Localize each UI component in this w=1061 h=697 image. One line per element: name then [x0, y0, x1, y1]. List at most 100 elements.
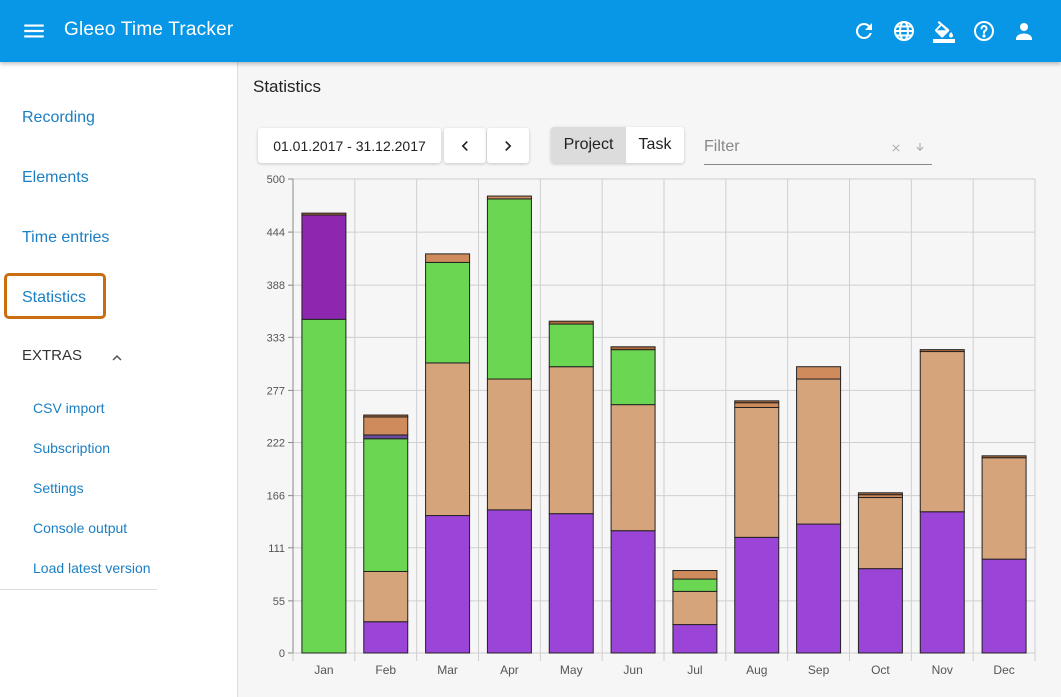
bar-segment-dec-0[interactable] — [981, 558, 1027, 654]
sidebar-item-console-output[interactable]: Console output — [33, 520, 128, 536]
bar-segment-apr-3[interactable] — [486, 195, 532, 200]
app-title: Gleeo Time Tracker — [64, 19, 234, 40]
bar-segment-sep-0[interactable] — [796, 523, 842, 654]
bar-segment-sep-1[interactable] — [796, 378, 842, 525]
sidebar-item-csv-import[interactable]: CSV import — [33, 400, 105, 416]
y-tick-label: 277 — [267, 385, 285, 397]
sidebar-item-time-entries[interactable]: Time entries — [22, 229, 110, 246]
chevron-up-icon[interactable] — [108, 349, 126, 367]
bar-segment-jul-2[interactable] — [672, 578, 718, 592]
bar-segment-jan-0[interactable] — [301, 318, 347, 654]
bar-segment-jan-2[interactable] — [301, 212, 347, 216]
sidebar-item-load-latest-version[interactable]: Load latest version — [33, 560, 151, 576]
chevron-left-icon — [461, 140, 468, 151]
bar-segment-feb-1[interactable] — [363, 570, 409, 623]
y-tick-label: 166 — [267, 491, 285, 503]
y-tick-label: 55 — [273, 596, 285, 608]
bar-segment-jun-2[interactable] — [610, 349, 656, 406]
bar-segment-may-1[interactable] — [548, 366, 594, 515]
bar-segment-aug-0[interactable] — [734, 536, 780, 654]
sidebar-item-recording[interactable]: Recording — [22, 109, 95, 126]
filter-field — [704, 132, 932, 165]
bar-segment-feb-3[interactable] — [363, 434, 409, 440]
bar-segment-may-3[interactable] — [548, 320, 594, 325]
main-content: Statistics 01.01.2017 - 31.12.2017 Proje… — [238, 62, 1061, 697]
paint-bucket-icon[interactable] — [932, 19, 956, 43]
x-tick-label: Oct — [871, 663, 890, 677]
y-tick-label: 333 — [267, 332, 285, 344]
bar-segment-oct-1[interactable] — [857, 497, 903, 570]
bar-segment-apr-0[interactable] — [486, 509, 532, 654]
account-icon[interactable] — [1012, 19, 1036, 43]
y-tick-label: 388 — [267, 280, 285, 292]
x-tick-label: Nov — [932, 663, 953, 677]
x-tick-label: Aug — [746, 663, 767, 677]
bar-segment-jun-1[interactable] — [610, 404, 656, 532]
next-period-button[interactable] — [487, 128, 529, 163]
bar-segment-apr-2[interactable] — [486, 198, 532, 380]
y-tick-label: 444 — [267, 227, 285, 239]
sidebar-item-subscription[interactable]: Subscription — [33, 440, 111, 456]
x-tick-label: Jun — [623, 663, 642, 677]
bar-segment-feb-5[interactable] — [363, 414, 409, 418]
bar-segment-dec-2[interactable] — [981, 455, 1027, 459]
bar-segment-nov-1[interactable] — [919, 351, 965, 513]
bar-segment-mar-1[interactable] — [425, 362, 471, 517]
chevron-right-icon — [505, 140, 512, 151]
x-tick-label: Apr — [500, 663, 519, 677]
sidebar-item-statistics[interactable]: Statistics — [22, 289, 87, 306]
bar-segment-jul-1[interactable] — [672, 590, 718, 626]
bar-segment-oct-3[interactable] — [857, 492, 903, 496]
app-bar: Gleeo Time Tracker — [0, 0, 1061, 62]
bar-segment-mar-3[interactable] — [425, 253, 471, 263]
page-title: Statistics — [253, 77, 322, 96]
x-tick-label: Mar — [437, 663, 458, 677]
bar-segment-aug-2[interactable] — [734, 402, 780, 408]
bar-segment-may-0[interactable] — [548, 513, 594, 654]
sidebar-divider — [0, 589, 157, 590]
bar-segment-feb-0[interactable] — [363, 621, 409, 654]
bar-segment-aug-1[interactable] — [734, 406, 780, 538]
y-tick-label: 500 — [267, 174, 285, 186]
statistics-chart: 0 55 111 166 222 277 333 388 444 500 Jan Feb Mar Apr M… — [267, 174, 1036, 677]
x-tick-label: Jul — [687, 663, 702, 677]
date-range-button[interactable]: 01.01.2017 - 31.12.2017 — [258, 128, 441, 163]
x-tick-label: Sep — [808, 663, 830, 677]
toggle-task[interactable]: Task — [638, 136, 672, 153]
x-tick-label: May — [560, 663, 583, 677]
bar-segment-nov-2[interactable] — [919, 349, 965, 353]
bar-segment-aug-3[interactable] — [734, 400, 780, 404]
bar-segment-jun-0[interactable] — [610, 530, 656, 654]
bar-segment-may-2[interactable] — [548, 323, 594, 368]
globe-icon[interactable] — [892, 19, 916, 43]
bar-segment-dec-1[interactable] — [981, 457, 1027, 560]
extras-heading[interactable]: EXTRAS — [22, 347, 83, 364]
previous-period-button[interactable] — [444, 128, 486, 163]
group-by-toggle: Project Task — [551, 127, 684, 163]
filter-input[interactable] — [704, 136, 874, 158]
y-tick-label: 111 — [268, 543, 285, 555]
sidebar-item-settings[interactable]: Settings — [33, 480, 84, 496]
bar-segment-jul-3[interactable] — [672, 570, 718, 580]
refresh-icon[interactable] — [852, 19, 876, 43]
help-icon[interactable] — [972, 19, 996, 43]
bar-segment-sep-2[interactable] — [796, 366, 842, 380]
x-tick-label: Dec — [993, 663, 1014, 677]
bar-segment-jun-3[interactable] — [610, 346, 656, 351]
clear-icon[interactable] — [890, 141, 902, 159]
bar-segment-jan-1[interactable] — [301, 214, 347, 320]
bar-segment-feb-2[interactable] — [363, 438, 409, 572]
bar-segment-oct-0[interactable] — [857, 568, 903, 654]
toggle-project[interactable]: Project — [551, 127, 626, 163]
arrow-down-icon[interactable] — [914, 140, 926, 159]
bar-segment-mar-0[interactable] — [425, 515, 471, 654]
bar-segment-apr-1[interactable] — [486, 378, 532, 511]
sidebar: Recording Elements Time entries Statisti… — [0, 62, 238, 697]
sidebar-item-elements[interactable]: Elements — [22, 169, 89, 186]
bar-segment-mar-2[interactable] — [425, 261, 471, 364]
bar-segment-nov-0[interactable] — [919, 511, 965, 654]
menu-icon[interactable] — [21, 18, 47, 44]
x-tick-label: Feb — [375, 663, 396, 677]
bar-segment-jul-0[interactable] — [672, 624, 718, 654]
bar-segment-feb-4[interactable] — [363, 416, 409, 436]
